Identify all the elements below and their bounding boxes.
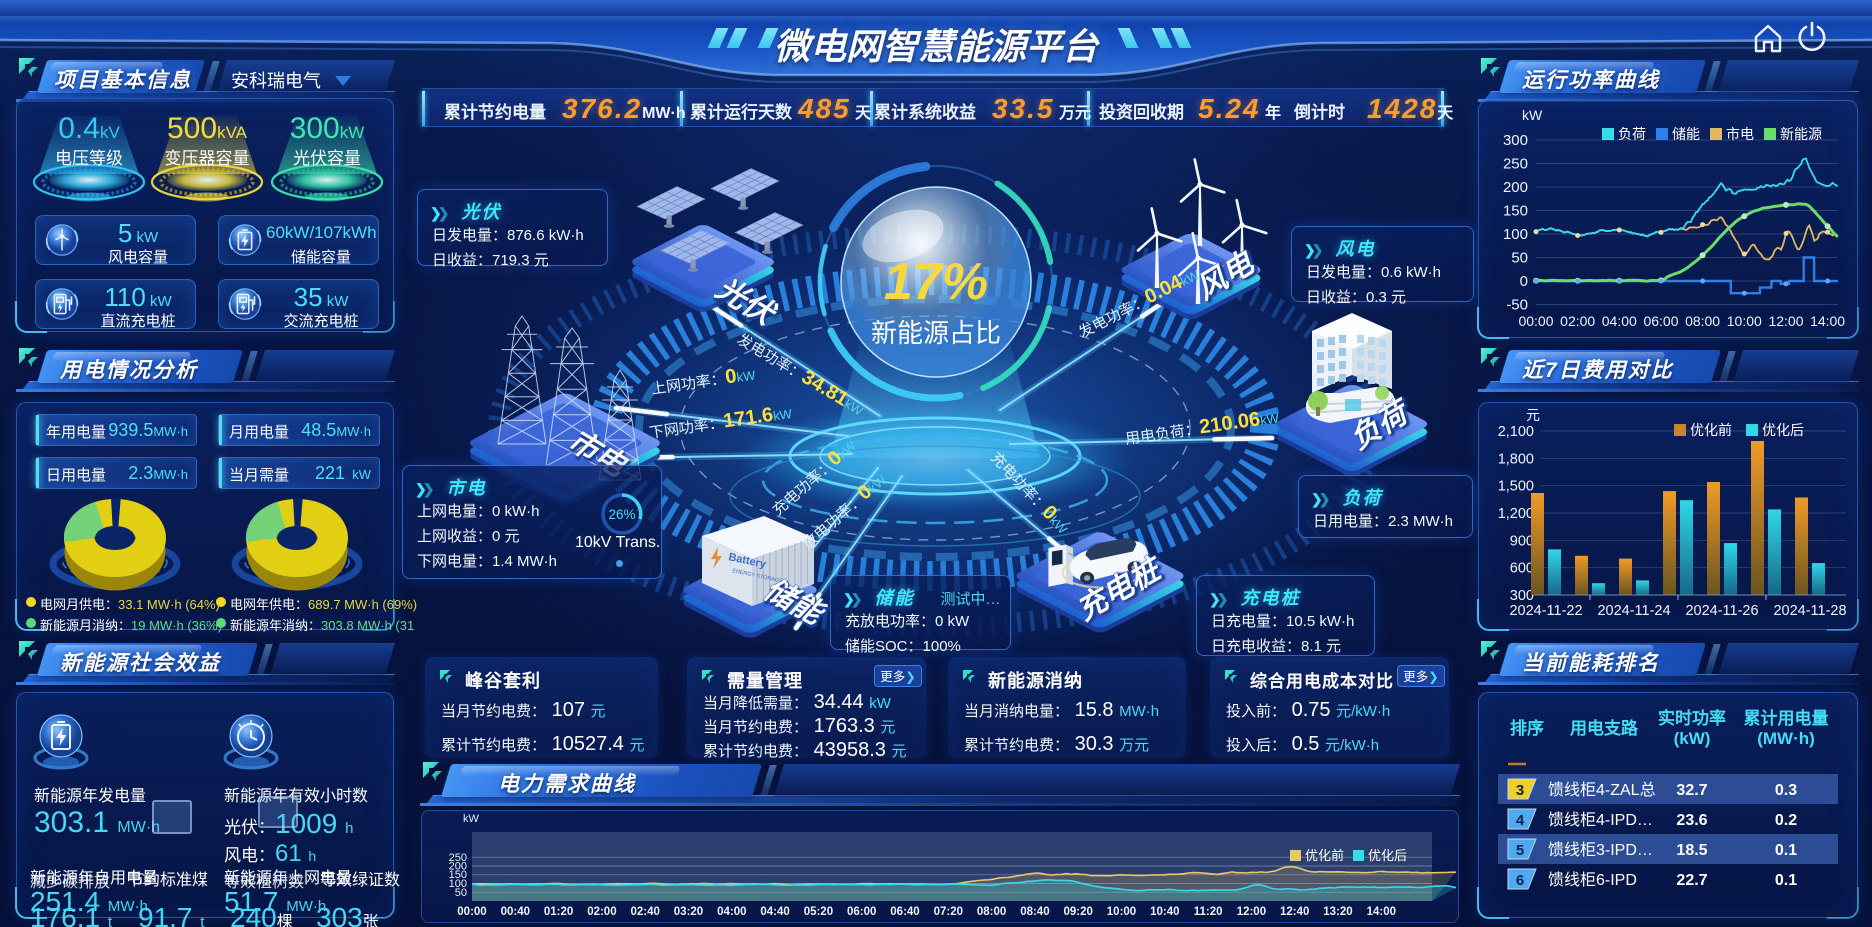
svg-text:2024-11-26: 2024-11-26 <box>1685 603 1758 619</box>
svg-text:300: 300 <box>1510 588 1534 604</box>
svg-text:12:40: 12:40 <box>1280 906 1309 918</box>
svg-text:11:20: 11:20 <box>1194 906 1223 918</box>
svg-text:(MW·h): (MW·h) <box>1757 729 1815 748</box>
svg-text:优化前: 优化前 <box>1690 422 1732 438</box>
svg-text:2024-11-24: 2024-11-24 <box>1597 603 1670 619</box>
svg-text:18.5: 18.5 <box>1676 842 1707 859</box>
svg-text:12:00: 12:00 <box>1768 313 1803 329</box>
svg-text:累计用电量: 累计用电量 <box>1744 708 1829 728</box>
svg-text:6: 6 <box>1516 872 1524 889</box>
svg-text:13:20: 13:20 <box>1323 906 1352 918</box>
svg-text:250: 250 <box>1503 156 1528 173</box>
svg-text:02:40: 02:40 <box>630 906 659 918</box>
svg-text:3: 3 <box>1516 782 1524 799</box>
svg-text:09:20: 09:20 <box>1063 906 1092 918</box>
svg-text:馈线柜4-IPD…: 馈线柜4-IPD… <box>1548 811 1653 829</box>
svg-text:-50: -50 <box>1506 297 1528 314</box>
svg-text:150: 150 <box>449 869 467 881</box>
svg-text:馈线柜4-ZAL总: 馈线柜4-ZAL总 <box>1548 781 1656 799</box>
svg-text:00:00: 00:00 <box>1518 313 1553 329</box>
svg-text:0: 0 <box>1520 273 1528 290</box>
svg-text:5: 5 <box>1516 842 1524 859</box>
svg-text:50: 50 <box>1511 250 1528 267</box>
svg-text:02:00: 02:00 <box>587 906 616 918</box>
svg-text:2024-11-22: 2024-11-22 <box>1509 603 1582 619</box>
svg-text:12:00: 12:00 <box>1237 906 1266 918</box>
svg-text:1,200: 1,200 <box>1498 506 1534 522</box>
svg-text:kW: kW <box>1522 107 1543 123</box>
svg-text:50: 50 <box>455 887 467 899</box>
svg-text:250: 250 <box>449 852 467 864</box>
svg-text:10:00: 10:00 <box>1107 906 1136 918</box>
svg-text:馈线柜6-IPD: 馈线柜6-IPD <box>1548 871 1637 889</box>
svg-text:馈线柜3-IPD…: 馈线柜3-IPD… <box>1548 841 1653 859</box>
svg-text:05:20: 05:20 <box>804 906 833 918</box>
svg-text:23.6: 23.6 <box>1676 812 1707 829</box>
svg-text:32.7: 32.7 <box>1676 782 1707 799</box>
svg-text:实时功率: 实时功率 <box>1658 708 1726 728</box>
svg-text:用电支路: 用电支路 <box>1570 718 1639 738</box>
svg-text:新能源占比: 新能源占比 <box>871 318 1001 348</box>
svg-text:市电: 市电 <box>1726 126 1754 142</box>
svg-text:17%: 17% <box>884 253 988 311</box>
svg-text:03:20: 03:20 <box>674 906 703 918</box>
svg-text:00:00: 00:00 <box>457 906 486 918</box>
svg-text:06:00: 06:00 <box>1643 313 1678 329</box>
svg-text:(kW): (kW) <box>1674 729 1711 748</box>
svg-text:200: 200 <box>1503 179 1528 196</box>
svg-text:14:00: 14:00 <box>1367 906 1396 918</box>
svg-text:负荷: 负荷 <box>1618 126 1646 142</box>
svg-text:优化后: 优化后 <box>1762 422 1804 438</box>
svg-text:14:00: 14:00 <box>1810 313 1845 329</box>
svg-text:新能源: 新能源 <box>1780 126 1822 142</box>
svg-text:1,800: 1,800 <box>1498 451 1534 467</box>
svg-text:22.7: 22.7 <box>1676 872 1707 889</box>
svg-text:2,100: 2,100 <box>1498 424 1534 440</box>
svg-text:1,500: 1,500 <box>1498 479 1534 495</box>
svg-text:100: 100 <box>1503 226 1528 243</box>
svg-text:4: 4 <box>1516 812 1525 829</box>
svg-text:08:40: 08:40 <box>1020 906 1049 918</box>
svg-text:900: 900 <box>1510 533 1534 549</box>
svg-text:储能: 储能 <box>1672 126 1700 142</box>
svg-text:200: 200 <box>449 861 467 873</box>
svg-text:600: 600 <box>1510 561 1534 577</box>
svg-text:0.2: 0.2 <box>1775 812 1797 829</box>
svg-text:0.1: 0.1 <box>1775 872 1797 889</box>
svg-text:04:00: 04:00 <box>717 906 746 918</box>
svg-text:01:20: 01:20 <box>544 906 573 918</box>
svg-text:04:40: 04:40 <box>760 906 789 918</box>
svg-text:06:40: 06:40 <box>890 906 919 918</box>
svg-text:100: 100 <box>449 878 467 890</box>
svg-text:10:00: 10:00 <box>1727 313 1762 329</box>
svg-text:00:40: 00:40 <box>501 906 530 918</box>
svg-text:优化后: 优化后 <box>1368 848 1407 863</box>
svg-text:26%: 26% <box>608 507 635 522</box>
svg-text:优化前: 优化前 <box>1305 848 1344 863</box>
svg-text:02:00: 02:00 <box>1560 313 1595 329</box>
svg-text:06:00: 06:00 <box>847 906 876 918</box>
svg-text:150: 150 <box>1503 203 1528 220</box>
svg-text:300: 300 <box>1503 132 1528 149</box>
svg-text:04:00: 04:00 <box>1602 313 1637 329</box>
svg-text:08:00: 08:00 <box>1685 313 1720 329</box>
svg-text:10:40: 10:40 <box>1150 906 1179 918</box>
svg-text:2024-11-28: 2024-11-28 <box>1773 603 1846 619</box>
svg-text:07:20: 07:20 <box>934 906 963 918</box>
svg-text:08:00: 08:00 <box>977 906 1006 918</box>
svg-text:排序: 排序 <box>1510 718 1544 738</box>
svg-text:kW: kW <box>463 813 480 825</box>
svg-text:元: 元 <box>1526 407 1540 423</box>
svg-text:0.3: 0.3 <box>1775 782 1797 799</box>
svg-text:0.1: 0.1 <box>1775 842 1797 859</box>
